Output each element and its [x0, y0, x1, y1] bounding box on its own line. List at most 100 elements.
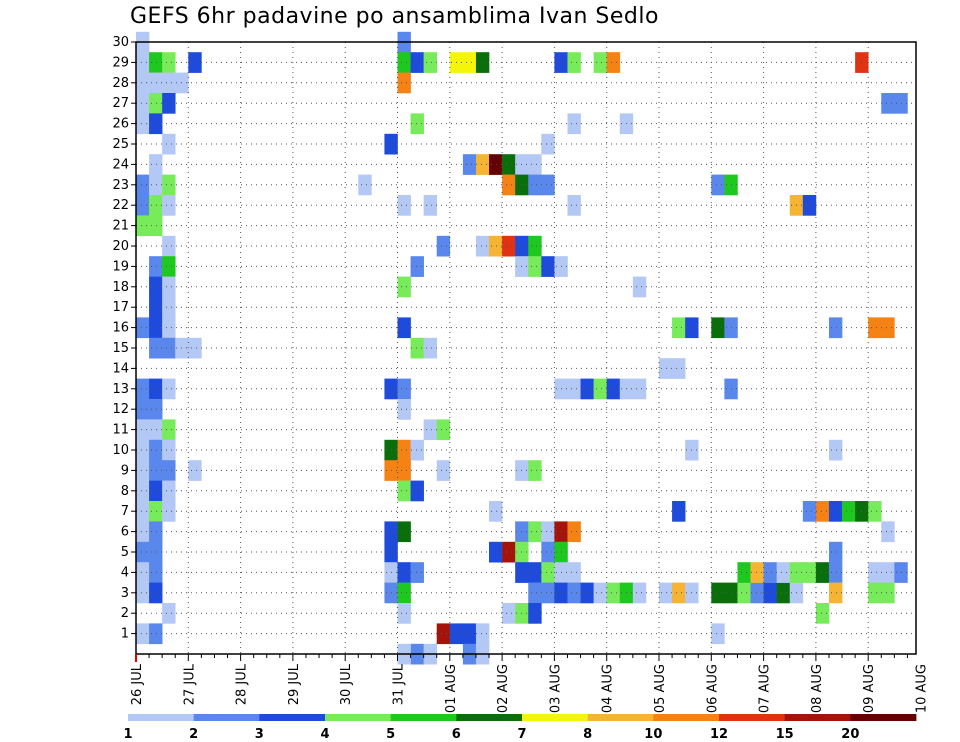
colorbar-label: 4: [320, 727, 329, 742]
heatmap-cell: [528, 174, 542, 196]
heatmap-cell: [815, 501, 830, 522]
heatmap-cell: [149, 439, 163, 461]
heatmap-cell: [410, 113, 424, 135]
heatmap-cell: [502, 541, 516, 563]
heatmap-cell: [397, 439, 411, 461]
heatmap-cell: [162, 439, 176, 461]
heatmap-cell: [149, 582, 163, 604]
heatmap-cell: [397, 480, 411, 502]
y-tick-label: 11: [112, 423, 129, 438]
heatmap-cell: [397, 72, 411, 94]
x-tick-label: 04 AUG: [601, 664, 616, 713]
colorbar-swatch: [456, 714, 523, 721]
heatmap-cell: [802, 501, 817, 522]
heatmap-cell: [802, 195, 817, 216]
heatmap-cell: [149, 419, 163, 441]
heatmap-cell: [410, 562, 424, 583]
heatmap-cells: [136, 31, 908, 665]
heatmap-cell: [672, 582, 686, 604]
heatmap-cell: [162, 501, 176, 522]
heatmap-cell: [149, 337, 163, 359]
y-tick-label: 19: [112, 259, 129, 274]
y-tick-label: 26: [112, 117, 129, 132]
x-tick-label: 02 AUG: [496, 664, 511, 713]
heatmap-cell: [397, 603, 411, 624]
y-tick-label: 21: [112, 219, 129, 234]
x-tick-label: 05 AUG: [653, 664, 668, 713]
heatmap-cell: [763, 562, 777, 583]
heatmap-cell: [489, 235, 503, 257]
heatmap-cell: [868, 317, 882, 339]
y-tick-label: 2: [121, 606, 129, 621]
heatmap-cell: [410, 52, 424, 73]
heatmap-cell: [632, 276, 647, 298]
heatmap-cell: [162, 93, 176, 114]
heatmap-cell: [397, 399, 411, 420]
y-tick-label: 10: [112, 443, 129, 458]
heatmap-cell: [149, 378, 163, 400]
heatmap-cell: [632, 582, 647, 604]
heatmap-cell: [149, 297, 163, 318]
heatmap-cell: [162, 195, 176, 216]
y-tick-label: 20: [112, 239, 129, 254]
y-tick-label: 9: [121, 463, 129, 478]
heatmap-cell: [489, 501, 503, 522]
heatmap-cell: [149, 154, 163, 175]
heatmap-cell: [397, 562, 411, 583]
y-tick-label: 15: [112, 341, 129, 356]
heatmap-cell: [136, 93, 150, 114]
heatmap-cell: [136, 195, 150, 216]
heatmap-cell: [502, 603, 516, 624]
heatmap-cell: [815, 562, 830, 583]
heatmap-cell: [528, 603, 542, 624]
heatmap-cell: [136, 582, 150, 604]
heatmap-cell: [815, 603, 830, 624]
heatmap-cell: [149, 399, 163, 420]
heatmap-cell: [672, 317, 686, 339]
x-tick-label: 28 JUL: [235, 663, 250, 705]
y-tick-label: 4: [121, 565, 129, 580]
colorbar-swatch: [719, 714, 786, 721]
heatmap-cell: [489, 541, 503, 563]
heatmap-cell: [528, 460, 542, 481]
x-tick-label: 31 JUL: [392, 663, 407, 705]
heatmap-cell: [188, 460, 202, 481]
colorbar-swatch: [587, 714, 654, 721]
heatmap-cell: [528, 154, 542, 175]
heatmap-cell: [397, 276, 411, 298]
heatmap-cell: [149, 623, 163, 645]
heatmap-cell: [423, 52, 438, 73]
x-tick-label: 03 AUG: [548, 664, 563, 713]
heatmap-cell: [162, 235, 176, 257]
heatmap-cell: [502, 174, 516, 196]
heatmap-cell: [136, 399, 150, 420]
colorbar-swatch: [390, 714, 457, 721]
heatmap-cell: [149, 480, 163, 502]
heatmap-cell: [136, 541, 150, 563]
heatmap-cell: [828, 439, 843, 461]
heatmap-cell: [567, 378, 581, 400]
heatmap-cell: [828, 541, 843, 563]
y-tick-label: 27: [112, 96, 129, 111]
heatmap-cell: [136, 378, 150, 400]
heatmap-cell: [776, 582, 791, 604]
y-tick-label: 8: [121, 484, 129, 499]
heatmap-cell: [162, 276, 176, 298]
heatmap-cell: [436, 419, 451, 441]
x-tick-label: 07 AUG: [758, 664, 773, 713]
heatmap-cell: [881, 562, 895, 583]
heatmap-cell: [149, 521, 163, 543]
heatmap-cell: [136, 419, 150, 441]
y-tick-label: 12: [112, 402, 129, 417]
heatmap-cell: [868, 582, 882, 604]
colorbar-label: 20: [841, 727, 859, 742]
heatmap-cell: [436, 460, 451, 481]
heatmap-cell: [436, 623, 451, 645]
y-tick-label: 18: [112, 280, 129, 295]
heatmap-cell: [606, 582, 621, 604]
heatmap-cell: [541, 174, 555, 196]
heatmap-cell: [881, 317, 895, 339]
heatmap-cell: [149, 93, 163, 114]
heatmap-cell: [567, 562, 581, 583]
heatmap-cell: [462, 623, 477, 645]
